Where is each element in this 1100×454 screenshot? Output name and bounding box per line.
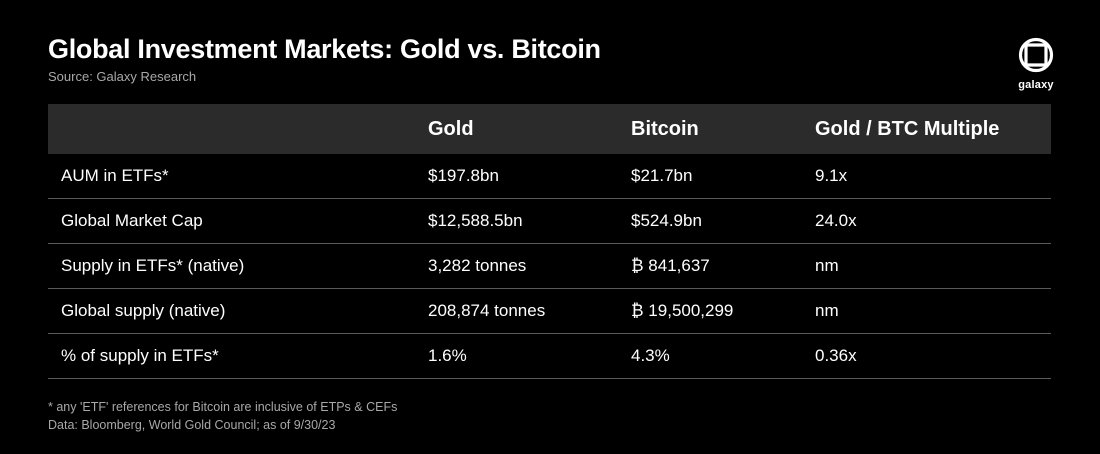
- page-title: Global Investment Markets: Gold vs. Bitc…: [48, 34, 601, 64]
- footnote-data-source: Data: Bloomberg, World Gold Council; as …: [48, 418, 336, 432]
- column-header: Gold: [428, 104, 631, 154]
- table-cell: $12,588.5bn: [428, 198, 631, 244]
- row-label: Global Market Cap: [48, 198, 428, 244]
- table-cell: $524.9bn: [631, 198, 815, 244]
- table-row: Global supply (native) 208,874 tonnes ₿ …: [48, 288, 1051, 334]
- table-cell: $197.8bn: [428, 154, 631, 199]
- table-cell: 0.36x: [815, 333, 1051, 379]
- galaxy-logo-icon: [1018, 37, 1054, 73]
- column-header: Gold / BTC Multiple: [815, 104, 1051, 154]
- row-label: % of supply in ETFs*: [48, 333, 428, 379]
- column-header: [48, 104, 428, 154]
- table-cell: ₿ 841,637: [631, 243, 815, 289]
- table-cell: 4.3%: [631, 333, 815, 379]
- table-row: % of supply in ETFs* 1.6% 4.3% 0.36x: [48, 333, 1051, 379]
- table-cell: $21.7bn: [631, 154, 815, 199]
- row-label: Supply in ETFs* (native): [48, 243, 428, 289]
- table-row: Global Market Cap $12,588.5bn $524.9bn 2…: [48, 198, 1051, 244]
- table-cell: nm: [815, 243, 1051, 289]
- row-label: Global supply (native): [48, 288, 428, 334]
- column-header: Bitcoin: [631, 104, 815, 154]
- table-cell: 24.0x: [815, 198, 1051, 244]
- table-cell: nm: [815, 288, 1051, 334]
- table-cell: 9.1x: [815, 154, 1051, 199]
- table-row: AUM in ETFs* $197.8bn $21.7bn 9.1x: [48, 154, 1051, 199]
- galaxy-logo: galaxy: [1014, 37, 1058, 91]
- table-header-row: Gold Bitcoin Gold / BTC Multiple: [48, 104, 1051, 154]
- table-cell: 208,874 tonnes: [428, 288, 631, 334]
- comparison-table: Gold Bitcoin Gold / BTC Multiple AUM in …: [48, 104, 1051, 379]
- table-cell: ₿ 19,500,299: [631, 288, 815, 334]
- footnote: * any 'ETF' references for Bitcoin are i…: [48, 398, 397, 434]
- galaxy-logo-text: galaxy: [1018, 79, 1054, 91]
- table-row: Supply in ETFs* (native) 3,282 tonnes ₿ …: [48, 243, 1051, 289]
- table-cell: 1.6%: [428, 333, 631, 379]
- footnote-etf-note: * any 'ETF' references for Bitcoin are i…: [48, 400, 398, 414]
- table-cell: 3,282 tonnes: [428, 243, 631, 289]
- source-label: Source: Galaxy Research: [48, 69, 197, 84]
- row-label: AUM in ETFs*: [48, 154, 428, 199]
